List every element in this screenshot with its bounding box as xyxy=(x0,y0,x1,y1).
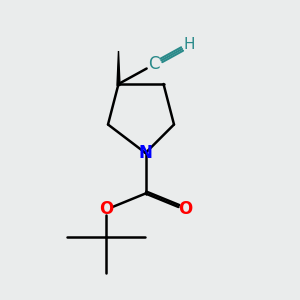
Text: O: O xyxy=(178,200,192,217)
Polygon shape xyxy=(117,51,120,86)
Text: C: C xyxy=(148,56,160,74)
Text: O: O xyxy=(99,200,113,217)
Text: H: H xyxy=(184,38,195,52)
Text: N: N xyxy=(139,144,152,162)
